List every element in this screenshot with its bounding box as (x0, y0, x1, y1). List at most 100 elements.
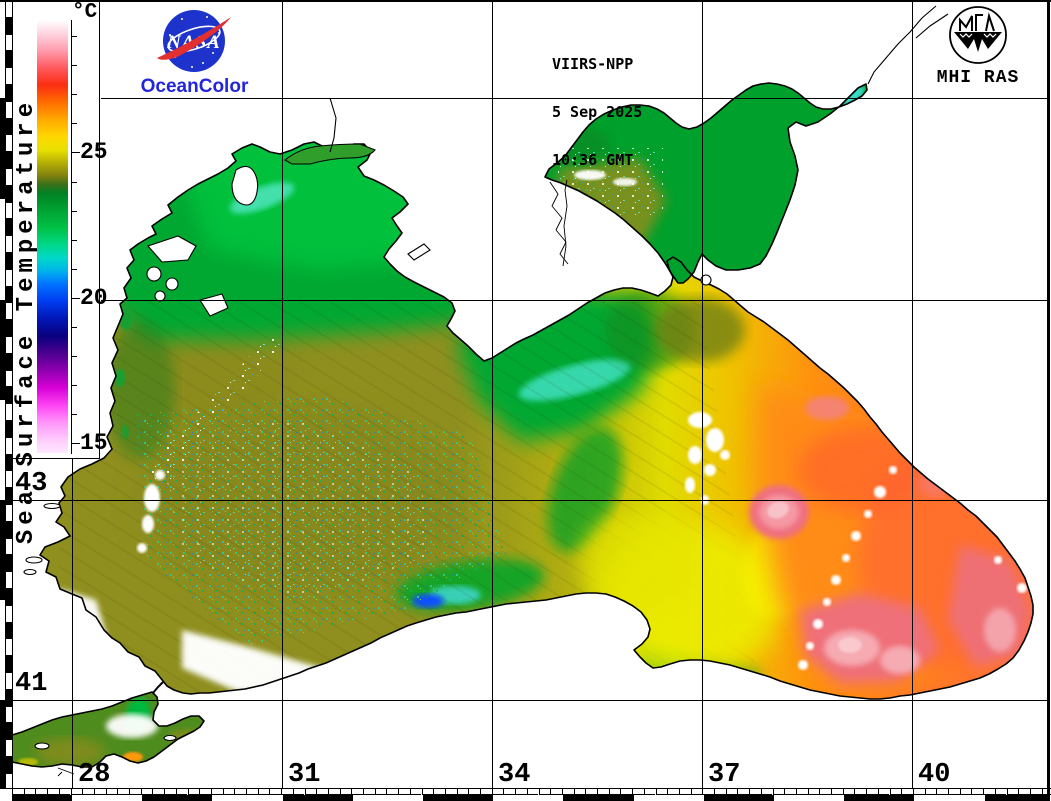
gridline-lat-43 (13, 500, 1047, 501)
left-ruler-cell (5, 268, 12, 286)
scene-time: 10:36 GMT (552, 151, 634, 169)
left-ruler-cell (5, 403, 12, 420)
bottom-ruler-cell (819, 789, 831, 795)
bottom-ruler-cell (538, 789, 551, 795)
colorbar-tick-label-20: 20 (80, 284, 108, 311)
bottom-ruler-cell (737, 789, 750, 795)
bottom-ruler-cell (398, 789, 410, 795)
left-ruler-cell (5, 134, 12, 152)
bottom-ruler-cell (456, 789, 469, 795)
left-ruler-cell (5, 235, 12, 252)
left-ruler-cell (5, 117, 12, 135)
left-ruler-cell (5, 504, 12, 521)
left-ruler-cell (5, 33, 12, 51)
bottom-ruler-cell (47, 789, 59, 795)
bottom-ruler-cell (643, 789, 656, 795)
nasa-oceancolor-logo: NASA OceanColor (137, 5, 252, 100)
gridline-lat-1 (101, 300, 1047, 301)
bottom-ruler-cell (550, 789, 562, 795)
gridline-lon-34 (492, 2, 493, 788)
mhi-ras-logo: MHI RAS (930, 5, 1026, 88)
bottom-ruler-cell (351, 789, 363, 795)
left-ruler-cell (5, 470, 12, 488)
lat-label-41: 41 (15, 669, 48, 699)
left-ruler-cell (5, 537, 12, 555)
bottom-ruler-cell (386, 789, 399, 795)
bottom-ruler-cell (795, 789, 808, 795)
bottom-ruler-cell (269, 789, 282, 795)
left-ruler-cell (5, 184, 12, 202)
left-ruler-cell (5, 487, 12, 504)
bottom-ruler-cell (772, 789, 785, 795)
azov-sea-fill (545, 83, 867, 283)
left-ruler-cell (5, 688, 12, 706)
bottom-ruler-cell (468, 789, 480, 795)
left-ruler-degree-block (0, 500, 5, 600)
left-ruler-cell (5, 604, 12, 622)
bottom-ruler-cell (912, 789, 925, 795)
left-ruler-cell (5, 672, 12, 689)
left-ruler-cell (5, 218, 12, 236)
mhi-ras-label: MHI RAS (936, 68, 1020, 88)
left-ruler-cell (5, 722, 12, 740)
left-ruler-cell (5, 638, 12, 656)
mhi-emblem-icon (949, 6, 1007, 64)
colorbar-minor-tick-17 (72, 385, 77, 387)
bottom-ruler-cell (491, 789, 504, 795)
gridline-lon-31 (282, 2, 283, 788)
left-ruler-cell (5, 352, 12, 370)
lon-label-31: 31 (288, 760, 321, 790)
left-ruler-cell (5, 201, 12, 219)
colorbar-major-tick-15 (72, 443, 80, 445)
colorbar-minor-tick-28 (72, 65, 77, 67)
bottom-ruler-cell (924, 789, 937, 795)
bottom-ruler-cell (421, 789, 434, 795)
bottom-ruler-cell (93, 789, 106, 795)
left-ruler-cell (5, 50, 12, 68)
left-ruler-cell (5, 100, 12, 118)
left-ruler-cell (5, 369, 12, 387)
colorbar-minor-tick-24 (72, 181, 77, 183)
colorbar-minor-tick-18 (72, 356, 77, 358)
lon-label-34: 34 (498, 760, 531, 790)
bottom-ruler-cell (82, 789, 94, 795)
bottom-ruler-cell (690, 789, 703, 795)
bottom-ruler-degree-block (142, 795, 212, 801)
bottom-ruler-cell (842, 789, 855, 795)
bottom-ruler-cell (655, 789, 668, 795)
gridline-lat-41 (13, 700, 1047, 701)
colorbar-tick-label-15: 15 (80, 430, 108, 457)
frame-top-border (0, 0, 1051, 2)
left-ruler-degree-block (0, 98, 5, 199)
bottom-ruler-cell (901, 789, 913, 795)
bottom-ruler-cell (327, 789, 340, 795)
bottom-ruler-degree-block (423, 795, 493, 801)
bottom-ruler-degree-block (844, 795, 914, 801)
colorbar-minor-tick-19 (72, 327, 77, 328)
bottom-ruler-cell (889, 789, 902, 795)
land-feature-outlines (23, 5, 949, 777)
sensor-name: VIIRS-NPP (552, 55, 634, 73)
left-ruler-cell (5, 705, 12, 723)
frame-left-border (12, 0, 13, 789)
colorbar-unit-label: °C (72, 1, 98, 24)
colorbar-title: Sea Surface Temperature (13, 97, 40, 545)
bottom-ruler-cell (725, 789, 738, 795)
bottom-ruler-degree-block (704, 795, 774, 801)
bottom-ruler-cell (597, 789, 609, 795)
left-ruler-cell (5, 621, 12, 639)
bottom-ruler-degree-block (283, 795, 353, 801)
bottom-ruler-cell (444, 789, 457, 795)
colorbar-panel: Sea Surface Temperature 25 20 15 °C (0, 0, 108, 544)
bottom-ruler-cell (983, 789, 995, 795)
bottom-ruler-cell (257, 789, 270, 795)
bottom-ruler-cell (222, 789, 235, 795)
bottom-ruler-cell (971, 789, 984, 795)
colorbar-minor-tick-27 (72, 94, 77, 96)
left-ruler-cell (5, 336, 12, 353)
bottom-ruler-cell (363, 789, 375, 795)
gridline-lon-40 (912, 2, 913, 788)
bottom-ruler-cell (117, 789, 129, 795)
